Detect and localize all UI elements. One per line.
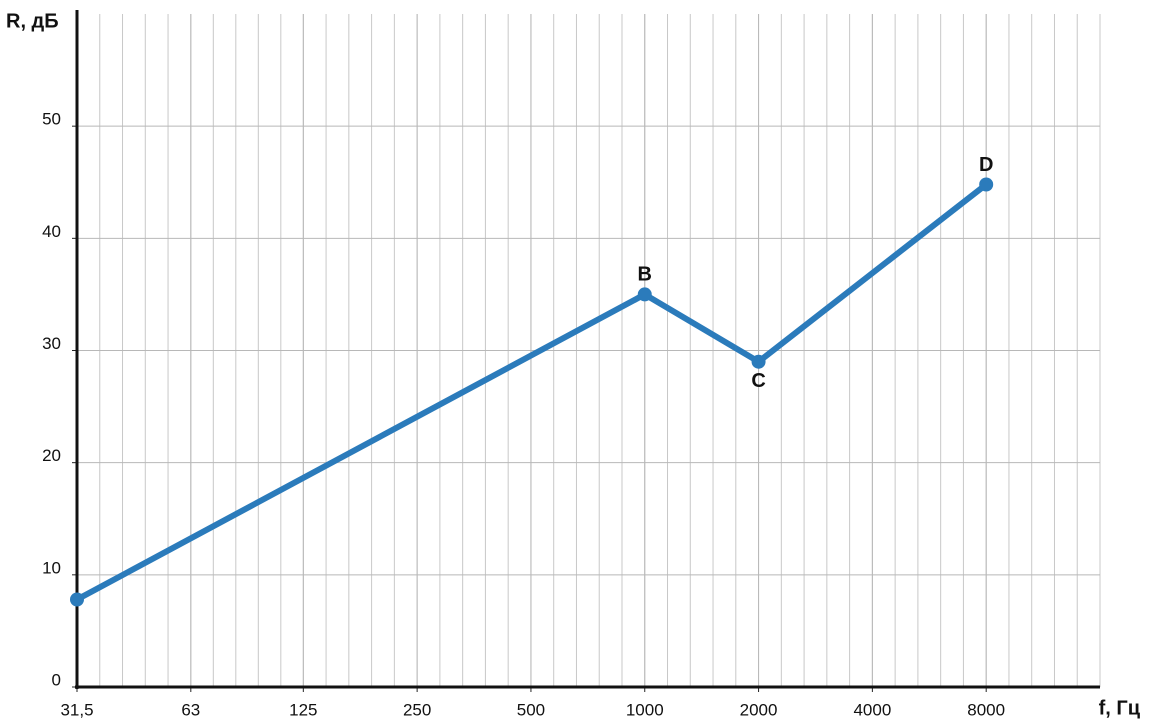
y-tick-label: 50 xyxy=(42,110,61,129)
point-label: D xyxy=(979,154,993,176)
x-tick-label: 2000 xyxy=(740,700,778,719)
x-tick-label: 250 xyxy=(403,700,431,719)
x-tick-label: 1000 xyxy=(626,700,664,719)
y-axis-label: R, дБ xyxy=(6,10,59,32)
point-label: B xyxy=(638,264,652,286)
y-tick-label: 10 xyxy=(42,558,61,577)
point xyxy=(979,177,994,192)
point xyxy=(637,287,652,302)
x-tick-label: 63 xyxy=(181,700,200,719)
y-tick-label: 0 xyxy=(52,670,61,689)
point-label: C xyxy=(751,370,765,392)
x-tick-label: 8000 xyxy=(967,700,1005,719)
point xyxy=(751,354,766,369)
x-tick-label: 125 xyxy=(289,700,317,719)
x-axis-label: f, Гц xyxy=(1099,697,1141,719)
y-tick-label: 30 xyxy=(42,334,61,353)
point xyxy=(70,592,84,607)
x-tick-label: 4000 xyxy=(853,700,891,719)
x-tick-label: 31,5 xyxy=(60,700,93,719)
x-tick-label: 500 xyxy=(517,700,545,719)
y-tick-label: 20 xyxy=(42,446,61,465)
y-tick-label: 40 xyxy=(42,222,61,241)
series-line xyxy=(75,182,989,603)
